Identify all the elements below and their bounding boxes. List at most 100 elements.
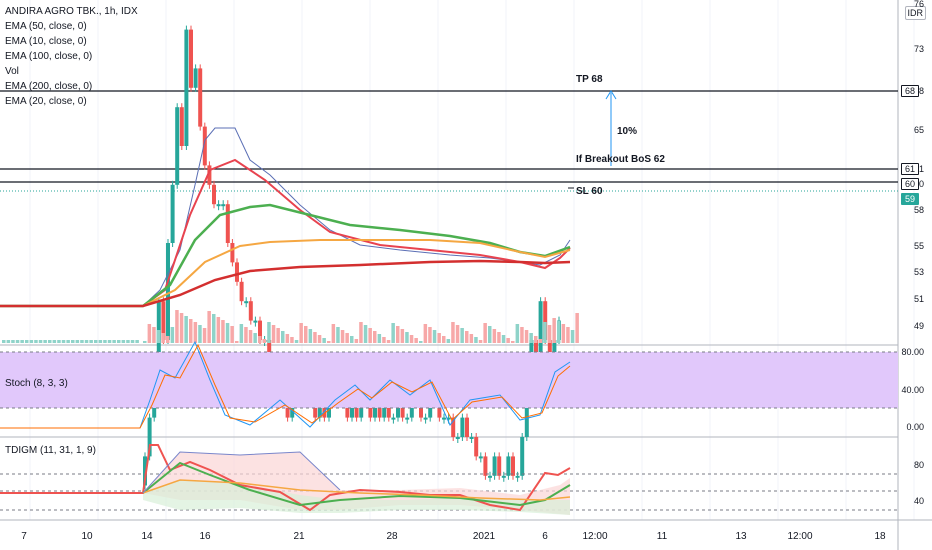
- volume-bar: [437, 333, 441, 343]
- candle: [189, 29, 193, 88]
- volume-bar: [198, 325, 202, 343]
- volume-bar: [488, 326, 492, 343]
- time-axis-label: 18: [874, 531, 886, 542]
- candle: [198, 68, 203, 127]
- volume-bar: [48, 340, 52, 343]
- tdigm-band-line: [142, 451, 341, 494]
- candle: [248, 301, 253, 321]
- volume-bar: [57, 340, 61, 343]
- legend-vol[interactable]: Vol: [5, 66, 19, 77]
- candle: [460, 417, 465, 437]
- volume-bar: [112, 340, 116, 343]
- volume-bar: [66, 340, 70, 343]
- volume-bar: [152, 327, 156, 343]
- volume-bar: [442, 336, 446, 343]
- price-axis-label: 49: [913, 321, 924, 331]
- legend-ema50[interactable]: EMA (50, close, 0): [5, 21, 87, 32]
- tdigm-label[interactable]: TDIGM (11, 31, 1, 9): [5, 445, 96, 456]
- legend-ema100[interactable]: EMA (100, close, 0): [5, 51, 93, 62]
- currency-badge[interactable]: IDR: [904, 6, 926, 20]
- volume-bar: [281, 331, 285, 343]
- volume-bar: [161, 333, 165, 343]
- sl-annotation[interactable]: SL 60: [576, 186, 603, 197]
- volume-bar: [34, 340, 38, 343]
- legend-ema200[interactable]: EMA (200, close, 0): [5, 81, 93, 92]
- volume-bar: [423, 324, 428, 343]
- time-axis-label: 11: [656, 531, 668, 542]
- candle: [175, 107, 180, 185]
- volume-bar: [345, 333, 349, 343]
- volume-bar: [189, 319, 193, 343]
- stoch-d-line: [0, 343, 571, 429]
- volume-bar: [94, 340, 98, 343]
- volume-bar: [20, 340, 24, 343]
- candle: [184, 29, 189, 147]
- volume-bar: [570, 330, 575, 343]
- volume-bar: [262, 339, 267, 343]
- candle: [474, 437, 479, 457]
- volume-bar: [446, 339, 451, 343]
- candle: [161, 301, 166, 340]
- candle: [253, 320, 258, 323]
- tp-annotation[interactable]: TP 68: [576, 74, 603, 85]
- price-axis-label: 58: [913, 205, 924, 215]
- price-axis-label: 55: [913, 241, 924, 251]
- volume-bar: [520, 327, 524, 343]
- volume-bar: [322, 338, 326, 343]
- volume-bar: [126, 340, 130, 343]
- price-tag: 68: [900, 85, 919, 97]
- volume-bar: [175, 310, 179, 343]
- volume-bar: [534, 336, 538, 343]
- volume-bar: [166, 336, 170, 343]
- candle: [244, 301, 249, 304]
- volume-bar: [501, 335, 506, 343]
- volume-bar: [11, 340, 15, 343]
- breakout-annotation[interactable]: If Breakout BoS 62: [576, 154, 665, 165]
- candle: [147, 417, 152, 457]
- price-tag: 59: [900, 193, 919, 205]
- candle: [391, 417, 396, 420]
- stoch-axis-label: 80.00: [901, 347, 924, 357]
- candle: [492, 456, 497, 476]
- ema200-line: [0, 259, 571, 308]
- volume-bar: [304, 326, 308, 343]
- pct-annotation[interactable]: 10%: [617, 126, 638, 137]
- candle: [166, 243, 170, 340]
- volume-bar: [497, 332, 501, 343]
- candle: [221, 204, 226, 207]
- volume-bar: [75, 340, 80, 343]
- volume-bar: [253, 333, 257, 343]
- volume-bar: [400, 329, 405, 343]
- price-axis-label: 73: [913, 44, 924, 54]
- legend-ema10[interactable]: EMA (10, close, 0): [5, 36, 87, 47]
- legend-ema20[interactable]: EMA (20, close, 0): [5, 96, 87, 107]
- stoch-band: [0, 352, 898, 408]
- candle: [225, 204, 230, 243]
- volume-bar: [2, 340, 6, 343]
- volume-bar: [103, 340, 107, 343]
- ema20-line: [0, 158, 571, 307]
- volume-bar: [382, 337, 386, 343]
- measure-arrowhead: [605, 90, 617, 100]
- volume-bar: [248, 330, 253, 343]
- volume-bar: [386, 340, 391, 343]
- volume-bar: [239, 324, 244, 343]
- volume-bar: [80, 340, 84, 343]
- volume-bar: [391, 323, 395, 343]
- volume-bar: [308, 329, 313, 343]
- candle: [239, 281, 244, 302]
- tdigm-mid-line: [142, 479, 571, 501]
- candle: [170, 184, 175, 243]
- volume-bar: [575, 313, 579, 343]
- candle: [405, 417, 410, 420]
- candle: [524, 398, 529, 437]
- volume-bar: [396, 326, 400, 343]
- candle: [212, 184, 216, 205]
- candle: [230, 243, 235, 263]
- volume-bar: [117, 340, 121, 343]
- volume-bar: [221, 320, 225, 343]
- volume-bar: [52, 340, 57, 343]
- time-axis-label: 14: [141, 531, 153, 542]
- stoch-label[interactable]: Stoch (8, 3, 3): [5, 378, 68, 389]
